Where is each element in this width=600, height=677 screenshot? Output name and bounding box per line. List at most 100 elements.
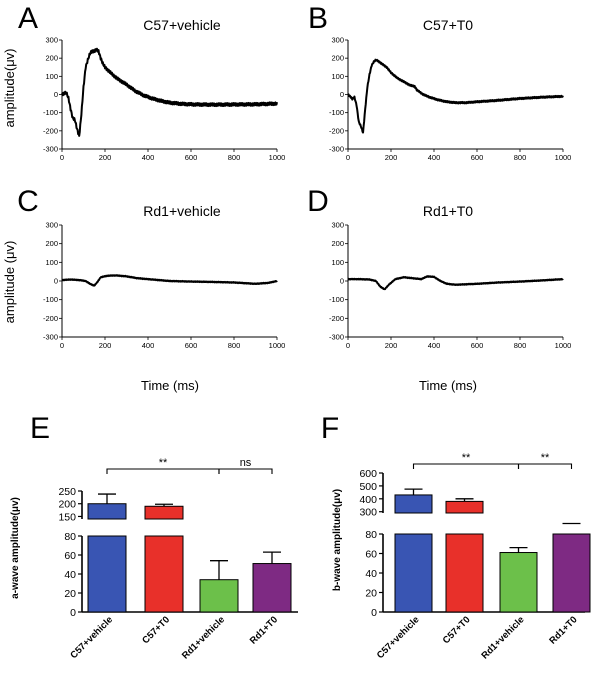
y-tick-label: 100 bbox=[331, 258, 344, 267]
series-line bbox=[61, 274, 278, 287]
panel-title: Rd1+vehicle bbox=[143, 203, 221, 219]
category-label: Rd1+T0 bbox=[248, 614, 280, 646]
y-tick-label: -200 bbox=[329, 314, 344, 323]
trace-ylabel-bottom: amplitude (μv) bbox=[2, 241, 17, 324]
category-label: C57+vehicle bbox=[68, 614, 115, 661]
y-tick-label: 100 bbox=[45, 258, 58, 267]
y-tick-label: 100 bbox=[331, 72, 344, 81]
x-tick-label: 0 bbox=[346, 153, 350, 162]
y-tick-label: 400 bbox=[359, 494, 377, 506]
series-line bbox=[61, 47, 278, 137]
y-tick-label: 200 bbox=[45, 54, 58, 63]
y-tick-label: 300 bbox=[359, 507, 377, 519]
significance-bracket bbox=[517, 463, 573, 469]
significance-label: ** bbox=[462, 452, 471, 464]
bar bbox=[199, 579, 239, 613]
panel-letter: B bbox=[308, 2, 328, 35]
panel-letter: F bbox=[321, 412, 339, 445]
x-tick-label: 600 bbox=[471, 341, 484, 350]
category-label: Rd1+T0 bbox=[547, 614, 579, 646]
y-tick-label: 0 bbox=[371, 607, 377, 619]
y-tick-label: 20 bbox=[64, 588, 76, 600]
trace-xlabel-left: Time (ms) bbox=[141, 378, 199, 393]
significance-bracket bbox=[412, 463, 520, 469]
y-tick-label: -300 bbox=[43, 145, 58, 154]
y-tick-label: -100 bbox=[43, 108, 58, 117]
y-tick-label: -300 bbox=[329, 145, 344, 154]
y-tick-label: 600 bbox=[359, 468, 377, 480]
panel-letter: D bbox=[307, 185, 329, 218]
x-tick-label: 200 bbox=[385, 341, 398, 350]
y-tick-label: 500 bbox=[359, 481, 377, 493]
panel-letter: A bbox=[18, 2, 38, 35]
y-tick-label: 60 bbox=[64, 550, 76, 562]
panel-letter: C bbox=[17, 185, 39, 218]
x-tick-label: 600 bbox=[471, 153, 484, 162]
series-line bbox=[347, 275, 564, 291]
x-tick-label: 0 bbox=[60, 153, 64, 162]
x-tick-label: 1000 bbox=[555, 341, 572, 350]
y-tick-label: 60 bbox=[365, 549, 377, 561]
x-tick-label: 1000 bbox=[269, 153, 286, 162]
panel-title: C57+T0 bbox=[423, 17, 473, 33]
x-tick-label: 200 bbox=[99, 153, 112, 162]
y-axis-label: a-wave amplitude(μv) bbox=[10, 497, 21, 599]
y-tick-label: 200 bbox=[331, 54, 344, 63]
category-label: Rd1+vehicle bbox=[180, 614, 227, 661]
x-tick-label: 400 bbox=[142, 153, 155, 162]
x-tick-label: 400 bbox=[428, 153, 441, 162]
y-tick-label: 300 bbox=[45, 36, 58, 45]
bar-lower-segment bbox=[445, 533, 484, 613]
y-tick-label: 200 bbox=[331, 239, 344, 248]
category-label: C57+T0 bbox=[140, 614, 172, 646]
y-tick-label: 250 bbox=[58, 486, 76, 498]
x-tick-label: 600 bbox=[185, 341, 198, 350]
y-tick-label: -200 bbox=[43, 126, 58, 135]
significance-bracket bbox=[218, 468, 273, 474]
y-axis-label: b-wave amplitude(μv) bbox=[332, 489, 343, 591]
x-tick-label: 800 bbox=[514, 153, 527, 162]
significance-bracket bbox=[106, 468, 220, 474]
category-label: C57+T0 bbox=[441, 614, 473, 646]
bar-upper-segment bbox=[87, 503, 127, 520]
y-tick-label: -300 bbox=[43, 333, 58, 342]
y-tick-label: 200 bbox=[58, 499, 76, 511]
x-tick-label: 200 bbox=[385, 153, 398, 162]
y-tick-label: 40 bbox=[64, 569, 76, 581]
y-tick-label: 0 bbox=[54, 277, 58, 286]
x-tick-label: 200 bbox=[99, 341, 112, 350]
x-tick-label: 800 bbox=[228, 153, 241, 162]
y-tick-label: -300 bbox=[329, 333, 344, 342]
y-tick-label: 0 bbox=[70, 607, 76, 619]
y-tick-label: -100 bbox=[329, 108, 344, 117]
series-line bbox=[347, 58, 564, 134]
significance-label: ns bbox=[240, 457, 252, 469]
y-tick-label: -100 bbox=[43, 295, 58, 304]
y-tick-label: -200 bbox=[329, 126, 344, 135]
y-tick-label: 0 bbox=[340, 277, 344, 286]
category-label: Rd1+vehicle bbox=[479, 614, 526, 661]
y-tick-label: 300 bbox=[331, 36, 344, 45]
bar-lower-segment bbox=[87, 535, 127, 613]
category-label: C57+vehicle bbox=[375, 614, 422, 661]
x-tick-label: 0 bbox=[346, 341, 350, 350]
x-tick-label: 800 bbox=[228, 341, 241, 350]
bar bbox=[252, 563, 292, 613]
x-tick-label: 1000 bbox=[555, 153, 572, 162]
bar-upper-segment bbox=[445, 500, 484, 514]
y-tick-label: -100 bbox=[329, 295, 344, 304]
bar-lower-segment bbox=[144, 535, 184, 613]
x-tick-label: 1000 bbox=[269, 341, 286, 350]
y-tick-label: 80 bbox=[365, 529, 377, 541]
bar-lower-segment bbox=[394, 533, 433, 613]
y-tick-label: 150 bbox=[58, 511, 76, 523]
trace-ylabel-top: amplitude(μv) bbox=[2, 48, 17, 127]
y-tick-label: 20 bbox=[365, 588, 377, 600]
bar-lower-segment bbox=[552, 533, 591, 613]
